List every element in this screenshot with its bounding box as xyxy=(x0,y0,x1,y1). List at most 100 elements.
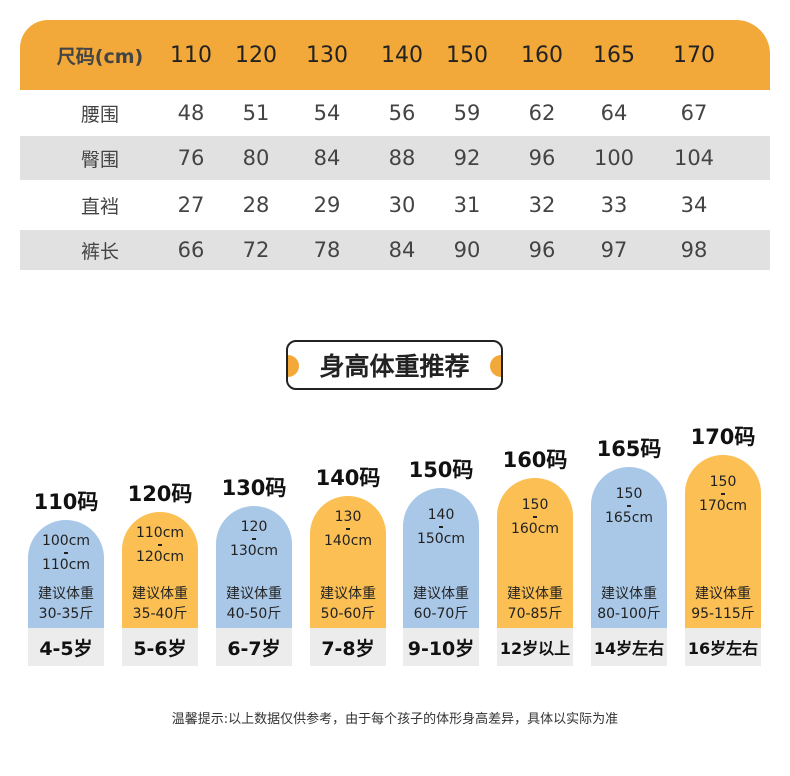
footer-note: 温馨提示:以上数据仅供参考，由于每个孩子的体形身高差异，具体以实际为准 xyxy=(171,712,619,727)
size-card: 150码 140 150cm 建议体重 60-70斤 9-10岁 xyxy=(403,458,479,666)
table-cell: 92 xyxy=(453,146,481,170)
table-cell: 32 xyxy=(528,193,556,217)
table-cell: 48 xyxy=(177,101,205,125)
table-cell: 140 xyxy=(381,42,423,68)
card-body: 130 140cm 建议体重 50-60斤 xyxy=(310,496,386,628)
table-cell: 29 xyxy=(313,193,341,217)
dash-separator xyxy=(497,514,573,520)
card-size: 160码 xyxy=(502,448,568,472)
table-cell: 34 xyxy=(680,193,708,217)
dash-separator xyxy=(216,536,292,542)
table-cell: 72 xyxy=(242,238,270,262)
card-body: 150 165cm 建议体重 80-100斤 xyxy=(591,467,667,628)
weight-label: 建议体重 xyxy=(695,586,751,602)
age-label: 7-8岁 xyxy=(310,628,386,666)
height-from: 100cm xyxy=(41,533,91,549)
decor-dot-right xyxy=(490,355,501,377)
height-to: 170cm xyxy=(698,498,748,514)
age-label: 6-7岁 xyxy=(216,628,292,666)
size-card: 170码 150 170cm 建议体重 95-115斤 16岁左右 xyxy=(685,425,761,666)
card-size: 165码 xyxy=(596,437,662,461)
dash-separator xyxy=(28,550,104,556)
table-cell: 30 xyxy=(388,193,416,217)
dash-separator xyxy=(591,503,667,509)
table-cell: 100 xyxy=(593,146,635,170)
section-title-badge: 身高体重推荐 xyxy=(286,340,503,390)
height-range: 130 140cm xyxy=(310,508,386,550)
size-card: 130码 120 130cm 建议体重 40-50斤 6-7岁 xyxy=(216,476,292,666)
weight-label: 建议体重 xyxy=(507,586,563,602)
height-range: 110cm 120cm xyxy=(122,524,198,566)
table-row: 臀围 76 80 84 88 92 96 100 104 xyxy=(20,136,770,180)
weight-info: 建议体重 60-70斤 xyxy=(403,584,479,624)
weight-info: 建议体重 95-115斤 xyxy=(685,584,761,624)
table-cell: 84 xyxy=(313,146,341,170)
height-range: 150 170cm xyxy=(685,473,761,515)
table-cell: 54 xyxy=(313,101,341,125)
card-body: 150 170cm 建议体重 95-115斤 xyxy=(685,455,761,628)
age-label: 16岁左右 xyxy=(685,628,761,666)
size-card: 160码 150 160cm 建议体重 70-85斤 12岁以上 xyxy=(497,448,573,666)
height-to: 120cm xyxy=(135,549,185,565)
height-from: 130 xyxy=(334,509,362,525)
height-range: 150 160cm xyxy=(497,496,573,538)
height-to: 140cm xyxy=(323,533,373,549)
card-size: 150码 xyxy=(408,458,474,482)
card-body: 120 130cm 建议体重 40-50斤 xyxy=(216,506,292,628)
height-range: 120 130cm xyxy=(216,518,292,560)
dash-separator xyxy=(310,526,386,532)
table-cell: 33 xyxy=(600,193,628,217)
age-label: 9-10岁 xyxy=(403,628,479,666)
weight-label: 建议体重 xyxy=(226,586,282,602)
dash-separator xyxy=(685,491,761,497)
size-card: 165码 150 165cm 建议体重 80-100斤 14岁左右 xyxy=(591,437,667,666)
weight-label: 建议体重 xyxy=(132,586,188,602)
weight-range: 70-85斤 xyxy=(507,606,563,622)
row-label: 尺码(cm) xyxy=(56,45,144,68)
weight-range: 50-60斤 xyxy=(320,606,376,622)
weight-info: 建议体重 35-40斤 xyxy=(122,584,198,624)
weight-info: 建议体重 80-100斤 xyxy=(591,584,667,624)
size-table: 尺码(cm) 110 120 130 140 150 160 165 170 腰围 48 51 54 56… xyxy=(20,20,770,270)
table-cell: 56 xyxy=(388,101,416,125)
table-cell: 98 xyxy=(680,238,708,262)
table-cell: 88 xyxy=(388,146,416,170)
table-cell: 120 xyxy=(235,42,277,68)
height-range: 150 165cm xyxy=(591,485,667,527)
weight-info: 建议体重 30-35斤 xyxy=(28,584,104,624)
height-from: 150 xyxy=(521,497,549,513)
table-cell: 67 xyxy=(680,101,708,125)
dash-separator xyxy=(122,542,198,548)
table-row: 裤长 66 72 78 84 90 96 97 98 xyxy=(20,230,770,270)
table-cell: 130 xyxy=(306,42,348,68)
row-label: 腰围 xyxy=(80,103,119,126)
card-size: 120码 xyxy=(127,482,193,506)
table-cell: 62 xyxy=(528,101,556,125)
height-to: 150cm xyxy=(416,531,466,547)
table-cell: 80 xyxy=(242,146,270,170)
table-cell: 150 xyxy=(446,42,488,68)
card-size: 130码 xyxy=(221,476,287,500)
age-label: 14岁左右 xyxy=(591,628,667,666)
weight-info: 建议体重 70-85斤 xyxy=(497,584,573,624)
weight-range: 80-100斤 xyxy=(597,606,661,622)
table-cell: 170 xyxy=(673,42,715,68)
weight-label: 建议体重 xyxy=(601,586,657,602)
table-cell: 28 xyxy=(242,193,270,217)
table-cell: 96 xyxy=(528,146,556,170)
card-body: 150 160cm 建议体重 70-85斤 xyxy=(497,478,573,628)
table-row: 直裆 27 28 29 30 31 32 33 34 xyxy=(20,180,770,230)
card-size: 140码 xyxy=(315,466,381,490)
row-label: 直裆 xyxy=(80,195,119,218)
height-to: 130cm xyxy=(229,543,279,559)
table-cell: 104 xyxy=(673,146,715,170)
height-range: 100cm 110cm xyxy=(28,532,104,574)
table-cell: 64 xyxy=(600,101,628,125)
table-header-row: 尺码(cm) 110 120 130 140 150 160 165 170 xyxy=(20,20,770,90)
height-to: 165cm xyxy=(604,510,654,526)
table-cell: 90 xyxy=(453,238,481,262)
height-from: 150 xyxy=(615,486,643,502)
height-from: 140 xyxy=(427,507,455,523)
card-size: 110码 xyxy=(33,490,99,514)
height-to: 110cm xyxy=(41,557,91,573)
